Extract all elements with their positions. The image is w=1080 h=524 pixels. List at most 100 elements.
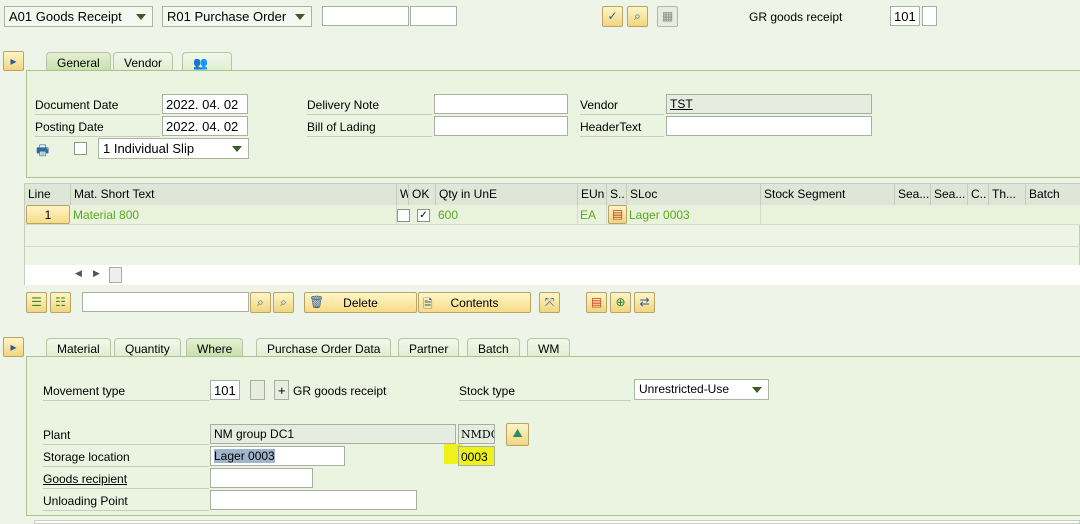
- stock-overview-icon[interactable]: ▤: [586, 292, 607, 313]
- binoculars-icon[interactable]: ⌕: [627, 6, 648, 27]
- chevron-down-icon: [232, 146, 242, 152]
- tab-material[interactable]: Material: [46, 338, 111, 358]
- quantity-cell[interactable]: 600: [436, 205, 578, 225]
- line-number-button[interactable]: 1: [26, 205, 70, 224]
- stock-type-dropdown[interactable]: Unrestricted-Use: [634, 379, 769, 400]
- delete-label: Delete: [343, 296, 378, 310]
- scroll-left-icon[interactable]: ◀: [75, 268, 82, 278]
- column-header[interactable]: Line: [25, 184, 71, 205]
- column-header[interactable]: W: [397, 184, 409, 205]
- column-header[interactable]: Mat. Short Text: [71, 184, 397, 205]
- fullscreen-icon[interactable]: ⤧: [539, 292, 560, 313]
- vendor-label: Vendor: [580, 95, 664, 115]
- goods-recipient-input[interactable]: [210, 468, 313, 488]
- select-all-icon[interactable]: ☰: [26, 292, 47, 313]
- row-divider: [25, 246, 1080, 247]
- tab-label: Partner: [409, 342, 449, 356]
- stock-icon[interactable]: ▤: [608, 205, 627, 224]
- unit-cell[interactable]: EA: [578, 205, 607, 225]
- reference-number-input[interactable]: [322, 6, 409, 26]
- delivery-note-input[interactable]: [434, 94, 568, 114]
- add-item-icon[interactable]: ⊕: [610, 292, 631, 313]
- calculator-icon[interactable]: ▦: [657, 6, 678, 27]
- movement-type-input[interactable]: 101: [890, 6, 920, 26]
- check-button[interactable]: ✓: [602, 6, 623, 27]
- header-text-label: HeaderText: [580, 117, 664, 137]
- movement-sign: +: [274, 380, 289, 400]
- reference-dropdown[interactable]: R01 Purchase Order: [162, 6, 312, 27]
- posting-date-input[interactable]: 2022. 04. 02: [162, 116, 248, 136]
- expand-header-icon[interactable]: ▸: [3, 51, 24, 71]
- sloc-cell[interactable]: Lager 0003: [627, 205, 761, 225]
- header-text-input[interactable]: [666, 116, 872, 136]
- scroll-right-icon[interactable]: ▶: [93, 268, 100, 278]
- print-checkbox[interactable]: [74, 142, 87, 155]
- vendor-field[interactable]: TST: [666, 94, 872, 114]
- selected-text: Lager 0003: [214, 449, 275, 463]
- tab-label: Material: [57, 342, 100, 356]
- tab-vendor[interactable]: Vendor: [113, 52, 174, 72]
- tab-general[interactable]: General: [46, 52, 111, 72]
- scroll-thumb[interactable]: [109, 267, 122, 283]
- tab-where[interactable]: Where: [186, 338, 244, 358]
- bill-of-lading-input[interactable]: [434, 116, 568, 136]
- column-header[interactable]: OK: [409, 184, 436, 205]
- contents-label: Contents: [450, 296, 499, 310]
- tab-label: Where: [197, 342, 233, 356]
- tab-partner[interactable]: 👥: [182, 52, 232, 72]
- tab-label: Vendor: [124, 56, 163, 70]
- column-header[interactable]: Qty in UnE: [436, 184, 578, 205]
- tab-purchase-order-data[interactable]: Purchase Order Data: [256, 338, 392, 358]
- gr-label: GR goods receipt: [749, 10, 843, 24]
- transfer-icon[interactable]: ⇄: [634, 292, 655, 313]
- w-checkbox[interactable]: [397, 209, 410, 222]
- printer-icon[interactable]: 🖶: [36, 142, 50, 158]
- tab-partner[interactable]: Partner: [398, 338, 460, 358]
- slip-dropdown[interactable]: 1 Individual Slip: [98, 138, 249, 159]
- chevron-down-icon: [295, 14, 305, 20]
- plant-code-field[interactable]: NMDC: [458, 424, 495, 444]
- bottom-scrollbar[interactable]: [34, 520, 1080, 524]
- tab-label: WM: [538, 342, 560, 356]
- column-header[interactable]: S..: [607, 184, 627, 205]
- storage-location-label: Storage location: [43, 447, 209, 467]
- contents-button[interactable]: 🗎 Contents: [418, 292, 531, 313]
- movement-special-field[interactable]: [250, 380, 265, 400]
- tab-label: Quantity: [125, 342, 170, 356]
- document-date-input[interactable]: 2022. 04. 02: [162, 94, 248, 114]
- deselect-all-icon[interactable]: ☷: [50, 292, 71, 313]
- material-text-cell[interactable]: Material 800: [71, 205, 397, 225]
- column-header[interactable]: Th...: [989, 184, 1026, 205]
- storage-location-code-field[interactable]: 0003: [458, 446, 495, 466]
- table-search-input[interactable]: [82, 292, 249, 312]
- movement-extra-input[interactable]: [922, 6, 937, 26]
- document-date-label: Document Date: [35, 95, 160, 115]
- movement-type-field[interactable]: 101: [210, 380, 240, 400]
- reference-item-input[interactable]: [410, 6, 457, 26]
- column-header[interactable]: Stock Segment: [761, 184, 895, 205]
- tab-wm[interactable]: WM: [527, 338, 571, 358]
- unloading-point-input[interactable]: [210, 490, 417, 510]
- tab-batch[interactable]: Batch: [467, 338, 520, 358]
- horizontal-scrollbar[interactable]: ◀ ▶: [25, 265, 1080, 285]
- column-header[interactable]: Sea...: [895, 184, 931, 205]
- column-header[interactable]: Batch: [1026, 184, 1080, 205]
- column-header[interactable]: C..: [968, 184, 989, 205]
- tab-quantity[interactable]: Quantity: [114, 338, 181, 358]
- transaction-dropdown[interactable]: A01 Goods Receipt: [4, 6, 153, 27]
- column-header[interactable]: SLoc: [627, 184, 761, 205]
- ok-checkbox[interactable]: ✓: [417, 209, 430, 222]
- trash-icon: 🗑: [309, 295, 325, 309]
- movement-text: GR goods receipt: [293, 384, 387, 398]
- column-header[interactable]: EUn: [578, 184, 607, 205]
- storage-location-name-field: Lager 0003: [210, 446, 345, 466]
- expand-detail-icon[interactable]: ▸: [3, 337, 24, 357]
- find-icon[interactable]: ⌕: [250, 292, 271, 313]
- column-header[interactable]: Sea...: [931, 184, 968, 205]
- plant-overview-icon[interactable]: ⛰: [506, 423, 529, 446]
- find-next-icon[interactable]: ⌕: [273, 292, 294, 313]
- delete-button[interactable]: 🗑 Delete: [304, 292, 417, 313]
- plant-label: Plant: [43, 425, 209, 445]
- table-row[interactable]: 1 Material 800 ✓ 600 EA ▤ Lager 0003: [25, 205, 1080, 225]
- goods-recipient-label[interactable]: Goods recipient: [43, 469, 209, 489]
